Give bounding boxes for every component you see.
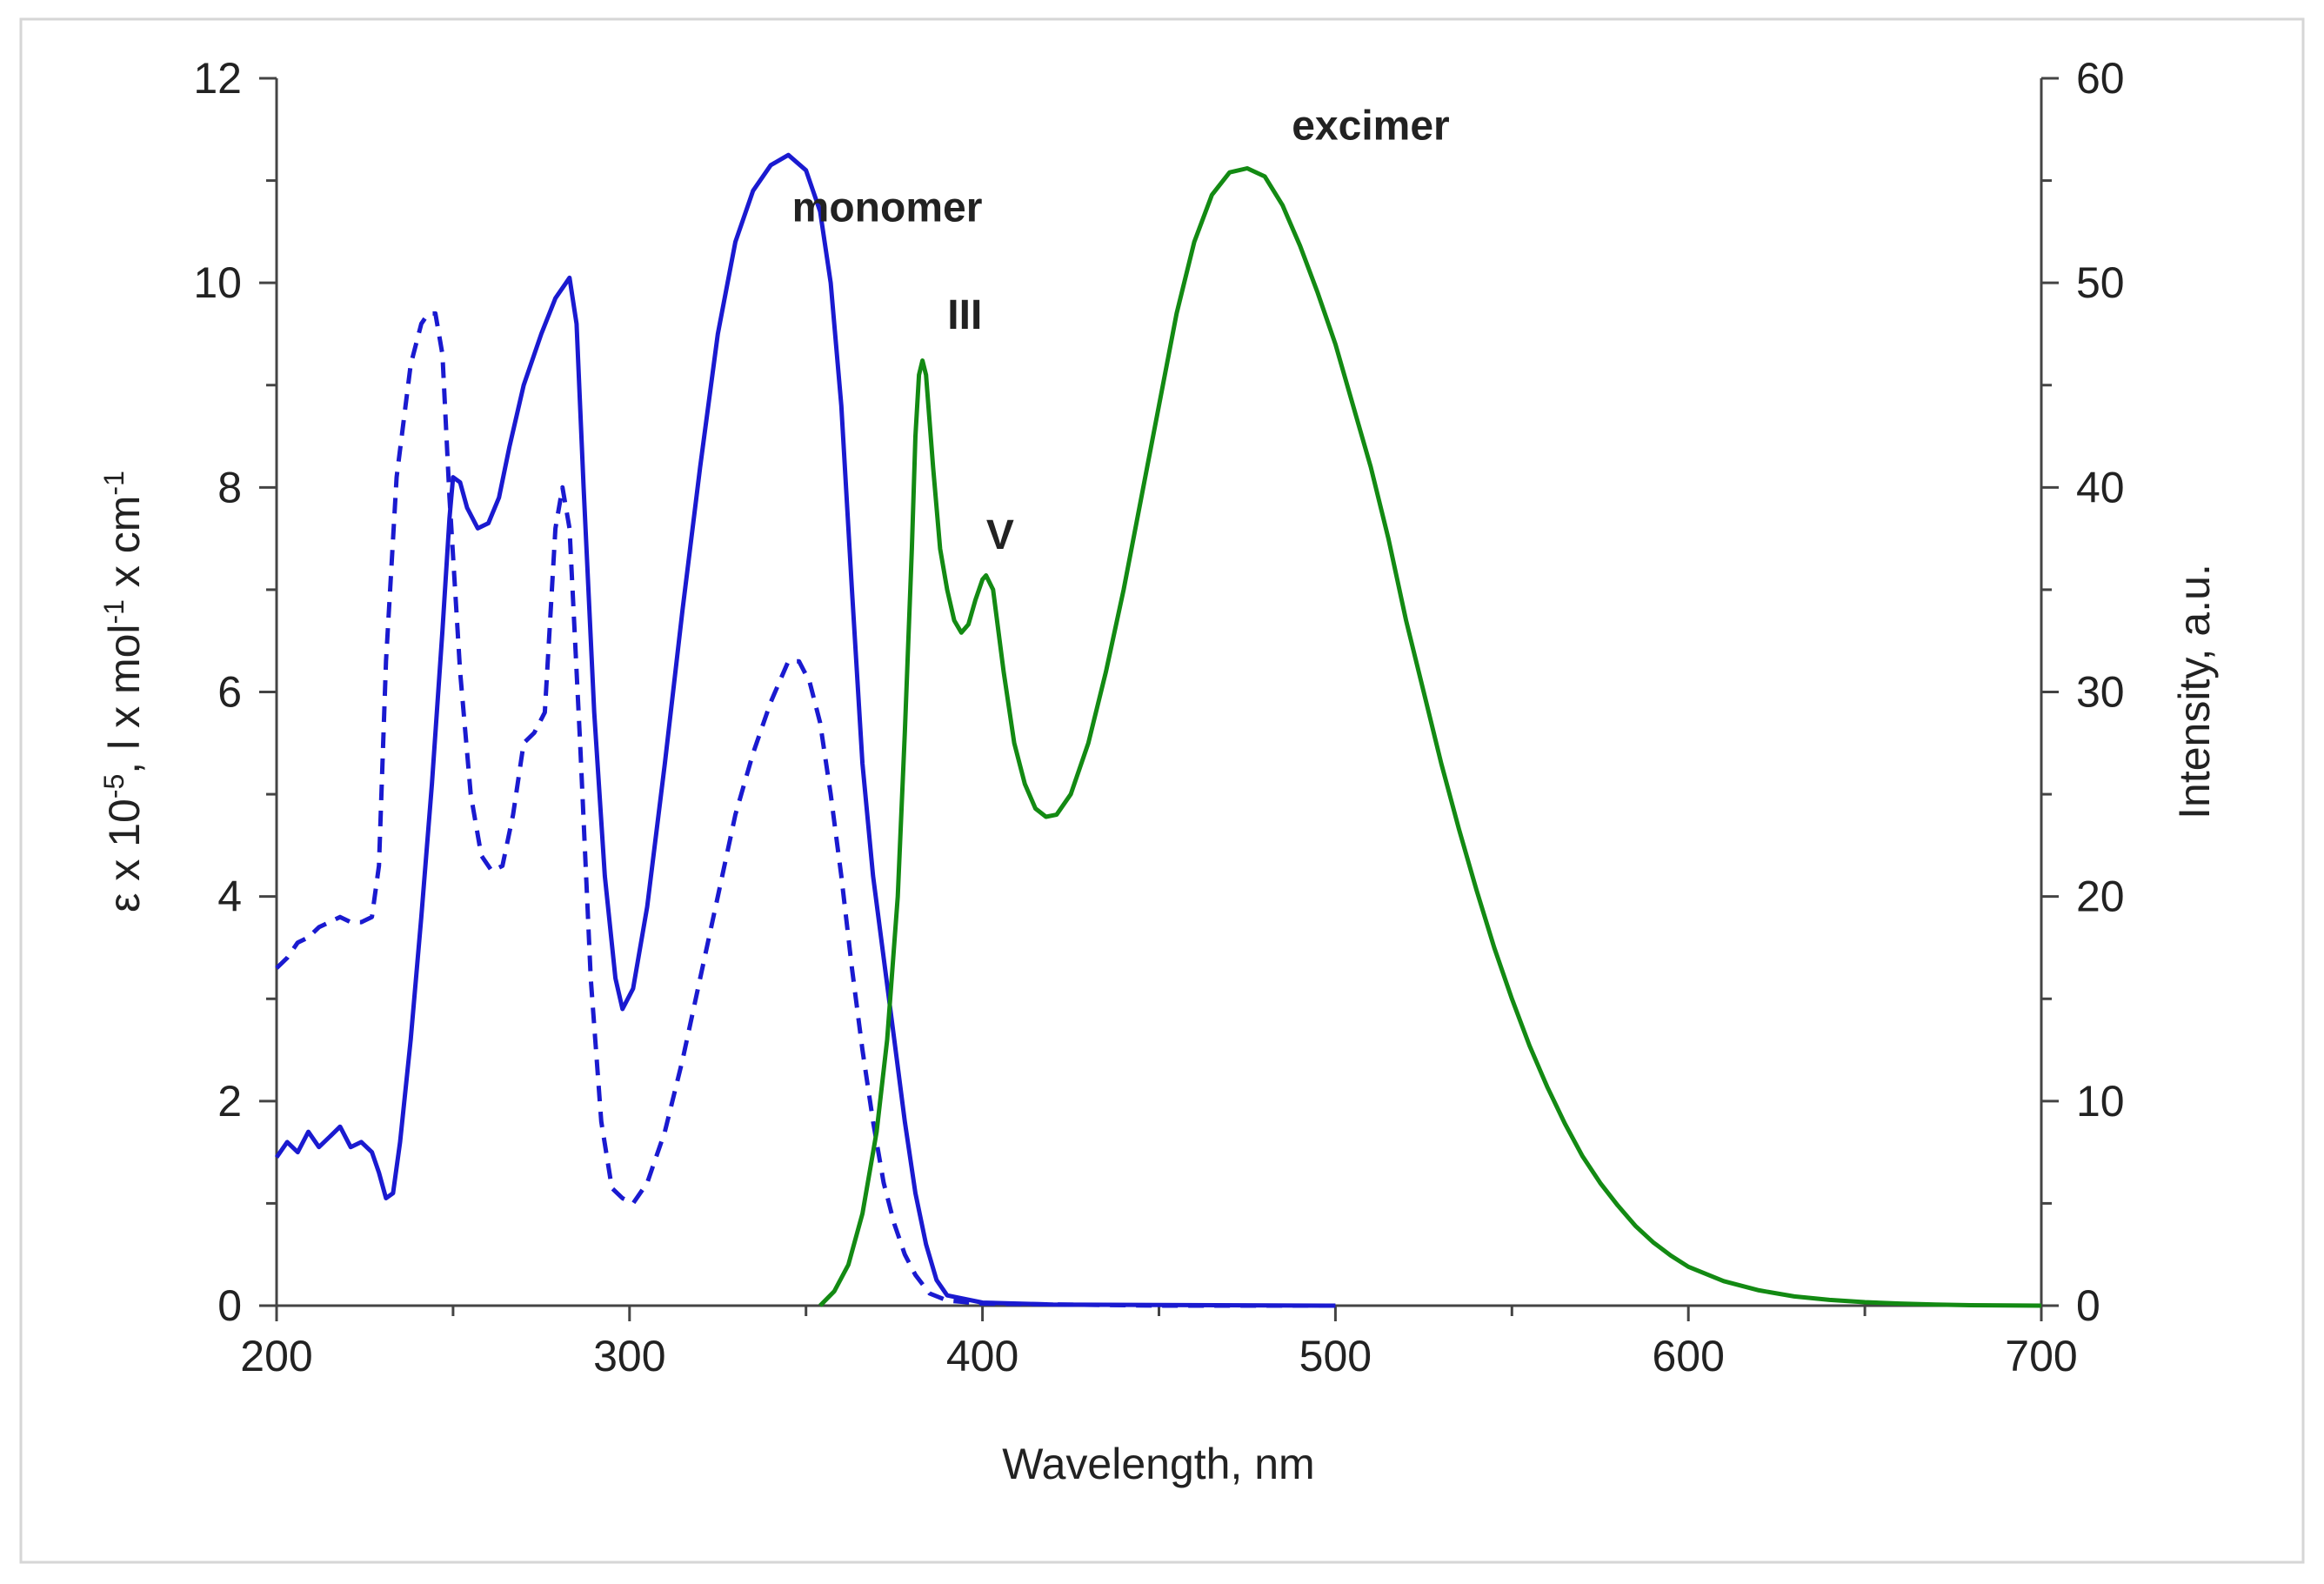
right-axis-title: Intensity, a.u. [2170,564,2219,819]
x-tick-label: 600 [1652,1332,1724,1380]
plot-lines [274,152,2042,1308]
y-left-tick-label: 0 [217,1281,242,1330]
series-line-emission [818,166,2042,1308]
y-left-tick-label: 6 [217,668,242,717]
x-tick-label: 700 [2005,1332,2077,1380]
left-axis-title-exp1: -5 [98,774,130,799]
y-left-tick-label: 4 [217,872,242,921]
x-axis-title: Wavelength, nm [1002,1440,1314,1488]
x-tick-label: 300 [593,1332,665,1380]
left-axis-title-base: ε x 10 [100,799,149,912]
y-right-tick-label: 60 [2076,54,2125,103]
left-axis-title-mid2: x cm [100,496,149,599]
ticks [259,77,2059,1321]
x-tick-label: 500 [1299,1332,1372,1380]
left-axis-title: ε x 10-5, l x mol-1 x cm-1 [98,471,149,912]
annotation-v: V [986,512,1014,558]
y-right-tick-label: 30 [2076,668,2125,717]
series-line-absorption-dashed [275,311,1336,1308]
left-axis-title-exp3: -1 [98,471,130,495]
y-right-tick-label: 40 [2076,463,2125,511]
y-left-tick-label: 10 [193,258,242,307]
left-axis-title-exp2: -1 [98,599,130,624]
x-tick-label: 400 [946,1332,1018,1380]
series-line-absorption-solid [274,152,1336,1308]
y-right-tick-label: 10 [2076,1077,2125,1126]
annotation-monomer: monomer [792,185,983,231]
y-left-tick-label: 2 [217,1077,242,1126]
y-right-tick-label: 0 [2076,1281,2100,1330]
annotation-iii: III [947,292,982,338]
y-left-tick-label: 12 [193,54,242,103]
y-right-tick-label: 20 [2076,872,2125,921]
y-right-tick-label: 50 [2076,258,2125,307]
y-left-tick-label: 8 [217,463,242,511]
figure-border [19,17,2305,1564]
x-tick-label: 200 [240,1332,312,1380]
left-axis-title-mid: , l x mol [100,624,149,773]
annotation-excimer: excimer [1292,104,1449,150]
